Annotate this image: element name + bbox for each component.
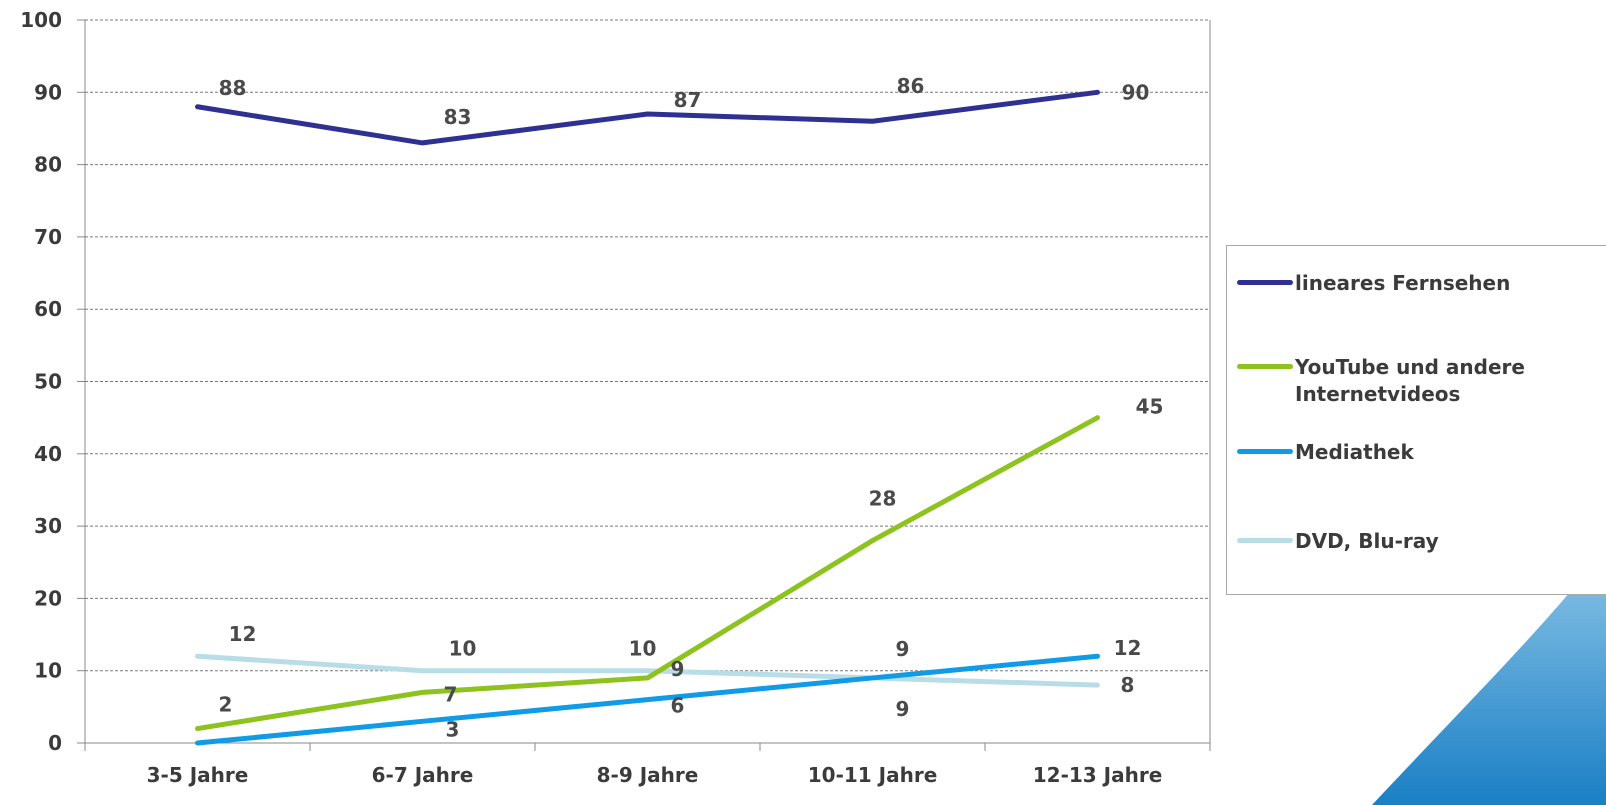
y-axis-ticks: 0 10 20 30 40 50 60 70 80 90 100 [20,8,62,755]
y-tick-label: 60 [34,297,62,321]
y-tick-label: 30 [34,514,62,538]
data-label: 10 [629,637,657,661]
data-label: 88 [219,76,247,100]
data-label: 9 [671,657,685,681]
y-tick-label: 80 [34,153,62,177]
data-label: 3 [446,717,460,741]
series-line [195,415,1100,732]
legend-item-mediathek: Mediathek [1237,439,1595,466]
series-line [195,653,1100,688]
x-tick-label: 10-11 Jahre [808,763,938,787]
y-tick-label: 100 [20,8,62,32]
data-labels: 88 83 87 86 90 2 7 9 28 45 3 6 9 12 12 10 10 9 8 [219,74,1164,741]
data-label: 28 [869,487,897,511]
data-label: 83 [444,105,472,129]
y-tick-label: 70 [34,225,62,249]
data-label: 86 [897,74,925,98]
gridlines [85,19,1210,672]
data-label: 6 [671,694,685,718]
axes [77,19,1211,751]
legend-item-dvd-bluray: DVD, Blu-ray [1237,528,1595,555]
x-tick-label: 6-7 Jahre [372,763,474,787]
legend-swatch [1237,449,1293,454]
series-line [195,89,1100,146]
series-lines [195,89,1100,746]
data-label: 8 [1121,673,1135,697]
legend: lineares Fernsehen YouTube und andere In… [1226,245,1606,595]
legend-label: lineares Fernsehen [1295,271,1511,295]
y-tick-label: 50 [34,370,62,394]
legend-swatch [1237,538,1293,543]
legend-label: YouTube und andere Internetvideos [1295,355,1525,406]
legend-swatch [1237,280,1293,285]
y-tick-label: 20 [34,586,62,610]
y-tick-label: 40 [34,442,62,466]
x-axis-ticks: 3-5 Jahre 6-7 Jahre 8-9 Jahre 10-11 Jahre 12… [147,763,1163,787]
data-label: 9 [896,637,910,661]
y-tick-label: 10 [34,659,62,683]
legend-swatch [1237,364,1293,369]
data-label: 12 [1114,636,1142,660]
legend-item-youtube: YouTube und andere Internetvideos [1237,354,1595,408]
legend-label: DVD, Blu-ray [1295,529,1439,553]
x-tick-label: 12-13 Jahre [1033,763,1163,787]
legend-item-lineares-fernsehen: lineares Fernsehen [1237,270,1595,297]
data-label: 45 [1136,395,1164,419]
data-label: 9 [896,697,910,721]
data-label: 12 [229,622,257,646]
series-line [195,653,1100,746]
legend-label: Mediathek [1295,440,1414,464]
y-tick-label: 0 [48,731,62,755]
y-tick-label: 90 [34,80,62,104]
data-label: 7 [444,682,458,706]
data-label: 90 [1122,80,1150,104]
data-label: 87 [674,88,702,112]
data-label: 2 [219,693,233,717]
x-tick-label: 8-9 Jahre [597,763,699,787]
x-tick-label: 3-5 Jahre [147,763,249,787]
data-label: 10 [449,637,477,661]
